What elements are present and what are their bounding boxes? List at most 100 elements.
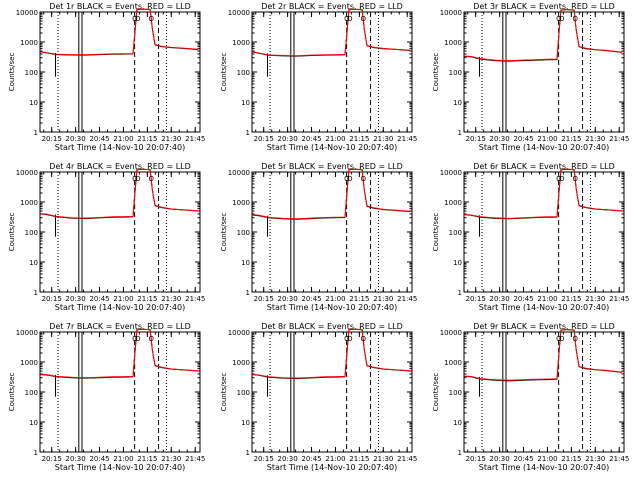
y-tick-label: 1000	[232, 39, 250, 47]
x-tick-label: 21:45	[609, 455, 629, 463]
lld-series-line	[252, 8, 411, 57]
x-tick-label: 21:00	[537, 135, 557, 143]
y-tick-label: 100	[449, 69, 462, 77]
x-tick-label: 21:45	[609, 135, 629, 143]
y-axis-label: Counts/sec	[432, 373, 440, 412]
y-tick-label: 100	[449, 229, 462, 237]
y-axis-label: Counts/sec	[220, 53, 228, 92]
panel-5: Det 5r BLACK = Events, RED = LLD 1 10 100 10…	[220, 162, 417, 312]
x-tick-label: 20:15	[466, 135, 486, 143]
x-tick-label: 20:30	[490, 295, 510, 303]
y-tick-label: 1000	[444, 199, 462, 207]
y-tick-label: 1	[458, 289, 462, 297]
y-tick-label: 100	[449, 389, 462, 397]
x-tick-label: 20:30	[278, 455, 298, 463]
y-tick-label: 1000	[444, 39, 462, 47]
panel-title: Det 9r BLACK = Events, RED = LLD	[473, 322, 615, 331]
panel-title: Det 8r BLACK = Events, RED = LLD	[261, 322, 403, 331]
lld-series-line	[40, 328, 199, 379]
x-tick-label: 21:00	[113, 455, 133, 463]
x-tick-label: 20:30	[490, 135, 510, 143]
lld-series-line	[464, 328, 623, 381]
x-tick-label: 21:30	[585, 455, 605, 463]
y-tick-label: 10000	[440, 329, 462, 337]
y-tick-label: 10	[241, 99, 250, 107]
y-tick-label: 10000	[228, 169, 250, 177]
x-tick-label: 21:15	[561, 455, 581, 463]
annotation-label: O	[556, 335, 562, 343]
lld-series-line	[252, 168, 411, 220]
panel-9: Det 9r BLACK = Events, RED = LLD 1 10 100 10…	[432, 322, 629, 472]
x-tick-label: 20:45	[301, 135, 321, 143]
x-tick-label: 21:30	[161, 295, 181, 303]
x-tick-label: 20:45	[89, 135, 109, 143]
y-tick-label: 1	[246, 449, 250, 457]
panel-title: Det 6r BLACK = Events, RED = LLD	[473, 162, 615, 171]
y-tick-label: 100	[237, 229, 250, 237]
events-series-line	[40, 8, 199, 56]
y-tick-label: 10	[453, 259, 462, 267]
annotation-label: O	[360, 175, 366, 183]
y-tick-label: 1000	[232, 199, 250, 207]
events-series-line	[252, 328, 411, 380]
annotation-label: O	[132, 335, 138, 343]
x-tick-label: 20:15	[254, 455, 274, 463]
y-axis-label: Counts/sec	[8, 373, 16, 412]
plot-frame	[463, 331, 625, 453]
plot-frame	[463, 11, 625, 133]
x-tick-label: 21:15	[137, 295, 157, 303]
y-tick-label: 10	[241, 259, 250, 267]
y-tick-label: 10000	[228, 9, 250, 17]
x-tick-label: 20:30	[278, 295, 298, 303]
x-tick-label: 20:45	[89, 295, 109, 303]
x-tick-label: 21:00	[113, 295, 133, 303]
y-tick-label: 100	[25, 69, 38, 77]
x-axis-label: Start Time (14-Nov-10 20:07:40)	[479, 303, 609, 312]
y-tick-label: 10000	[440, 9, 462, 17]
y-tick-label: 1	[458, 449, 462, 457]
plot-frame	[251, 331, 413, 453]
annotation-label: O	[135, 335, 141, 343]
lld-series-line	[40, 168, 199, 219]
x-tick-label: 20:30	[490, 455, 510, 463]
x-axis-label: Start Time (14-Nov-10 20:07:40)	[55, 303, 185, 312]
x-tick-label: 21:15	[349, 455, 369, 463]
annotation-label: O	[344, 175, 350, 183]
x-axis-label: Start Time (14-Nov-10 20:07:40)	[55, 143, 185, 152]
y-tick-label: 10	[453, 99, 462, 107]
events-series-line	[464, 168, 623, 220]
x-tick-label: 20:15	[42, 295, 62, 303]
panel-title: Det 7r BLACK = Events, RED = LLD	[49, 322, 191, 331]
x-tick-label: 20:15	[466, 455, 486, 463]
x-tick-label: 21:00	[537, 455, 557, 463]
panel-6: Det 6r BLACK = Events, RED = LLD 1 10 100 10…	[432, 162, 629, 312]
x-tick-label: 21:15	[349, 135, 369, 143]
annotation-label: O	[556, 15, 562, 23]
annotation-label: O	[347, 335, 353, 343]
panel-3: Det 3r BLACK = Events, RED = LLD 1 10 100 10…	[432, 2, 629, 152]
y-tick-label: 1	[34, 129, 38, 137]
y-tick-label: 10000	[228, 329, 250, 337]
panel-4: Det 4r BLACK = Events, RED = LLD 1 10 100 10…	[8, 162, 205, 312]
plot-frame	[39, 11, 201, 133]
x-tick-label: 21:15	[561, 135, 581, 143]
x-tick-label: 21:45	[397, 295, 417, 303]
plot-frame	[39, 331, 201, 453]
x-tick-label: 20:30	[66, 295, 86, 303]
y-axis-label: Counts/sec	[220, 373, 228, 412]
panel-8: Det 8r BLACK = Events, RED = LLD 1 10 100 10…	[220, 322, 417, 472]
panel-title: Det 2r BLACK = Events, RED = LLD	[261, 2, 403, 11]
y-tick-label: 10000	[16, 169, 38, 177]
y-axis-label: Counts/sec	[432, 53, 440, 92]
x-tick-label: 21:45	[397, 135, 417, 143]
y-tick-label: 1000	[20, 359, 38, 367]
x-tick-label: 20:15	[42, 135, 62, 143]
x-tick-label: 21:15	[137, 455, 157, 463]
x-tick-label: 21:45	[397, 455, 417, 463]
x-tick-label: 21:30	[373, 135, 393, 143]
annotation-label: O	[148, 335, 154, 343]
annotation-label: O	[135, 175, 141, 183]
x-axis-label: Start Time (14-Nov-10 20:07:40)	[479, 143, 609, 152]
y-tick-label: 1	[34, 449, 38, 457]
x-tick-label: 21:30	[373, 455, 393, 463]
